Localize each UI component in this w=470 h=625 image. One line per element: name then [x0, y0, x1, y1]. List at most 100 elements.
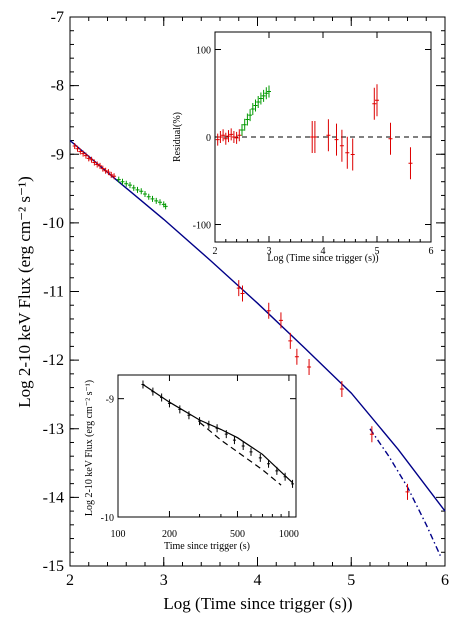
residual-inset: 2 3 4 5 6 100 0 -100 Log (Time since trigger (s…	[172, 31, 434, 264]
lightcurve-tick-labels: 100 200 500 1000 -9 -10	[101, 395, 299, 540]
main-model-curve	[69, 139, 446, 512]
residual-point-red	[334, 123, 339, 156]
residual-point-red	[215, 133, 220, 146]
main-point-red	[89, 156, 94, 163]
lightcurve-point	[241, 442, 245, 450]
main-point-red	[266, 302, 271, 319]
main-point-red	[240, 285, 245, 302]
lightcurve-point	[141, 380, 145, 389]
main-point-red	[75, 145, 80, 152]
main-point-red	[294, 348, 299, 365]
residual-point-red	[345, 136, 350, 169]
residual-y-tick-label: -100	[193, 221, 211, 232]
main-panel: 2 3 4 5 6 -7 -8 -9 -10 -11 -12 -13 -14 -15 Log (Time …	[15, 9, 449, 613]
residual-point-green	[240, 124, 244, 136]
lightcurve-point	[160, 393, 164, 402]
residual-point-red	[231, 131, 236, 143]
main-data-points	[72, 143, 410, 500]
main-tick-labels: 2 3 4 5 6 -7 -8 -9 -10 -11 -12 -13 -14 -15	[43, 9, 449, 589]
main-point-green	[139, 188, 144, 195]
residual-point-green	[245, 113, 250, 126]
residual-point-green	[256, 96, 261, 108]
main-point-red	[278, 312, 283, 329]
residual-point-green	[248, 109, 253, 122]
residual-x-tick-label: 4	[321, 246, 326, 257]
main-ticks	[69, 16, 446, 567]
main-x-axis-label: Log (Time since trigger (s))	[163, 594, 352, 613]
residual-point-red	[221, 129, 226, 142]
lightcurve-point	[283, 472, 287, 481]
residual-point-red	[388, 122, 393, 155]
residual-point-red	[218, 131, 223, 143]
main-point-red	[307, 358, 312, 375]
residual-point-green	[267, 85, 271, 98]
lightcurve-y-tick-label: -9	[106, 395, 114, 406]
lightcurve-data-points	[141, 380, 295, 488]
residual-point-red	[372, 87, 377, 120]
residual-point-red	[226, 130, 231, 143]
main-point-red	[339, 380, 344, 397]
main-point-green	[146, 193, 151, 200]
residual-x-tick-label: 2	[213, 246, 218, 257]
residual-point-green	[258, 92, 263, 105]
main-y-tick-label: -9	[51, 146, 64, 163]
residual-point-green	[242, 118, 247, 131]
residual-point-red	[312, 121, 317, 153]
lightcurve-point	[291, 479, 295, 488]
main-point-green	[131, 184, 136, 191]
main-point-green	[128, 182, 132, 189]
residual-x-axis-label: Log (Time since trigger (s))	[267, 253, 378, 264]
residual-point-red	[223, 132, 228, 145]
residual-x-tick-label: 6	[429, 246, 434, 257]
lightcurve-point	[232, 436, 236, 445]
main-point-green	[135, 186, 140, 193]
main-point-red	[92, 159, 97, 166]
main-y-tick-label: -13	[43, 421, 64, 438]
lightcurve-ticks	[117, 375, 296, 518]
main-point-green	[143, 191, 147, 198]
main-point-green	[150, 195, 155, 202]
lightcurve-point	[275, 466, 279, 475]
lightcurve-y-tick-label: -10	[101, 513, 114, 524]
residual-ticks	[214, 32, 432, 242]
main-x-tick-label: 6	[441, 572, 449, 589]
residual-point-red	[326, 119, 331, 152]
lightcurve-point	[207, 420, 211, 429]
main-point-red	[405, 483, 410, 500]
lightcurve-point	[249, 447, 253, 456]
main-point-red	[106, 169, 111, 176]
main-point-red	[236, 280, 241, 297]
main-x-tick-label: 2	[66, 572, 74, 589]
residual-point-red	[339, 129, 344, 162]
residual-point-red	[229, 128, 234, 141]
lightcurve-point	[215, 424, 219, 433]
residual-point-red	[408, 147, 413, 180]
lightcurve-x-tick-label: 200	[162, 529, 177, 540]
residual-point-green	[253, 99, 258, 112]
main-y-tick-label: -14	[43, 489, 64, 506]
main-point-red	[72, 143, 77, 150]
main-point-green	[158, 199, 162, 206]
main-point-red	[98, 162, 102, 169]
main-y-axis-label: Log 2-10 keV Flux (erg cm⁻² s⁻¹)	[15, 176, 34, 407]
main-point-green	[120, 178, 125, 185]
residual-y-tick-label: 0	[206, 133, 211, 144]
main-point-green	[154, 197, 159, 204]
lightcurve-point	[258, 453, 262, 462]
main-y-tick-label: -11	[43, 284, 64, 301]
lightcurve-y-axis-label: Log 2-10 keV Flux (erg cm⁻² s⁻¹)	[84, 380, 95, 516]
main-y-tick-label: -8	[51, 78, 64, 95]
lightcurve-point	[267, 459, 271, 468]
lightcurve-x-axis-label: Time since trigger (s)	[164, 541, 250, 552]
main-y-tick-label: -12	[43, 352, 64, 369]
lightcurve-frame	[117, 374, 297, 518]
main-y-tick-label: -15	[43, 558, 64, 575]
main-point-red	[78, 148, 83, 155]
lightcurve-point	[167, 399, 171, 408]
lightcurve-inset: 100 200 500 1000 -9 -10 Time since trigger (s…	[84, 374, 299, 552]
lightcurve-point	[198, 417, 202, 426]
main-point-green	[116, 176, 121, 183]
main-point-red	[81, 150, 86, 157]
residual-point-green	[261, 89, 266, 102]
lightcurve-x-tick-label: 1000	[279, 529, 299, 540]
